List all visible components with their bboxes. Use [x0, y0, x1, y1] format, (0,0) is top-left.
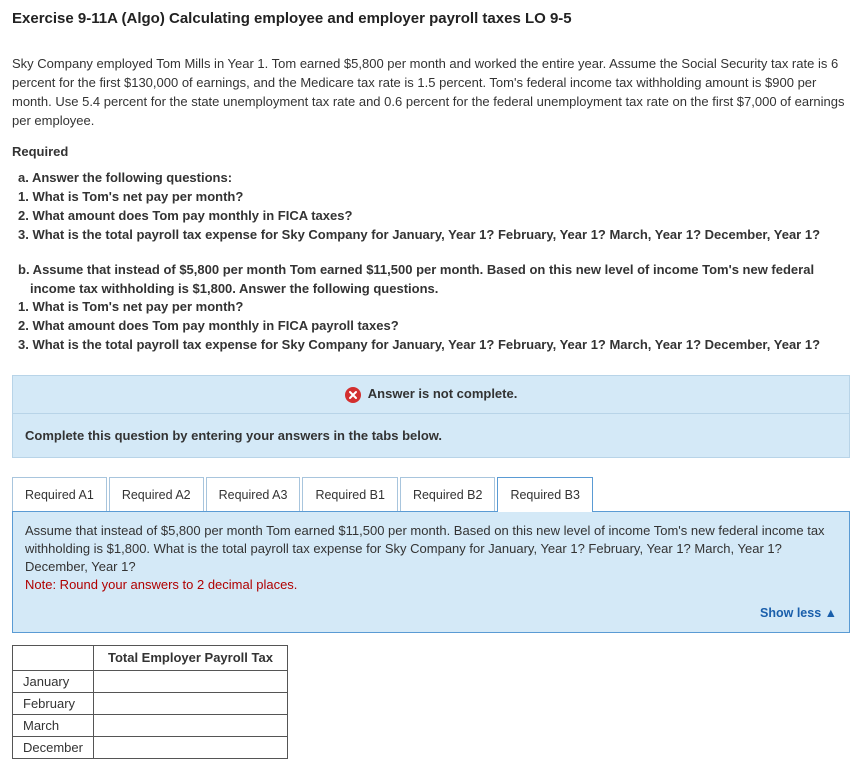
part-b-q2: 2. What amount does Tom pay monthly in F… [18, 317, 850, 336]
row-label-january: January [13, 670, 94, 692]
payroll-table: Total Employer Payroll Tax January Febru… [12, 645, 288, 759]
answer-status-box: Answer is not complete. Complete this qu… [12, 375, 850, 458]
table-row: March [13, 714, 288, 736]
tab-required-a1[interactable]: Required A1 [12, 477, 107, 512]
answer-status-text: Answer is not complete. [368, 386, 518, 401]
part-a-list: a. Answer the following questions: 1. Wh… [18, 169, 850, 244]
answer-status-bar: Answer is not complete. [13, 376, 849, 414]
table-header-total: Total Employer Payroll Tax [93, 646, 287, 671]
show-less-toggle[interactable]: Show less ▲ [25, 605, 837, 623]
part-b-lead: b. Assume that instead of $5,800 per mon… [18, 261, 850, 299]
part-b-q3: 3. What is the total payroll tax expense… [18, 336, 850, 355]
tab-required-a2[interactable]: Required A2 [109, 477, 204, 512]
exercise-title: Exercise 9-11A (Algo) Calculating employ… [12, 10, 850, 27]
tab-required-b2[interactable]: Required B2 [400, 477, 496, 512]
part-a-q1: 1. What is Tom's net pay per month? [18, 188, 850, 207]
row-label-march: March [13, 714, 94, 736]
value-cell-december[interactable] [93, 736, 287, 758]
instruction-bar: Complete this question by entering your … [13, 414, 849, 457]
tabs-row: Required A1 Required A2 Required A3 Requ… [12, 476, 850, 511]
row-label-december: December [13, 736, 94, 758]
value-cell-march[interactable] [93, 714, 287, 736]
tab-note: Note: Round your answers to 2 decimal pl… [25, 577, 297, 592]
part-b-list: b. Assume that instead of $5,800 per mon… [18, 261, 850, 355]
tab-required-b1[interactable]: Required B1 [302, 477, 398, 512]
part-b-q1: 1. What is Tom's net pay per month? [18, 298, 850, 317]
tab-content-panel: Assume that instead of $5,800 per month … [12, 511, 850, 633]
tab-prompt: Assume that instead of $5,800 per month … [25, 523, 825, 574]
part-a-q3: 3. What is the total payroll tax expense… [18, 226, 850, 245]
value-cell-january[interactable] [93, 670, 287, 692]
intro-text: Sky Company employed Tom Mills in Year 1… [12, 55, 850, 130]
required-heading: Required [12, 144, 850, 159]
table-row: February [13, 692, 288, 714]
tab-required-a3[interactable]: Required A3 [206, 477, 301, 512]
part-a-q2: 2. What amount does Tom pay monthly in F… [18, 207, 850, 226]
table-row: December [13, 736, 288, 758]
value-cell-february[interactable] [93, 692, 287, 714]
row-label-february: February [13, 692, 94, 714]
table-corner [13, 646, 94, 671]
part-a-lead: a. Answer the following questions: [18, 169, 850, 188]
tab-required-b3[interactable]: Required B3 [497, 477, 593, 512]
error-icon [345, 386, 365, 403]
table-row: January [13, 670, 288, 692]
